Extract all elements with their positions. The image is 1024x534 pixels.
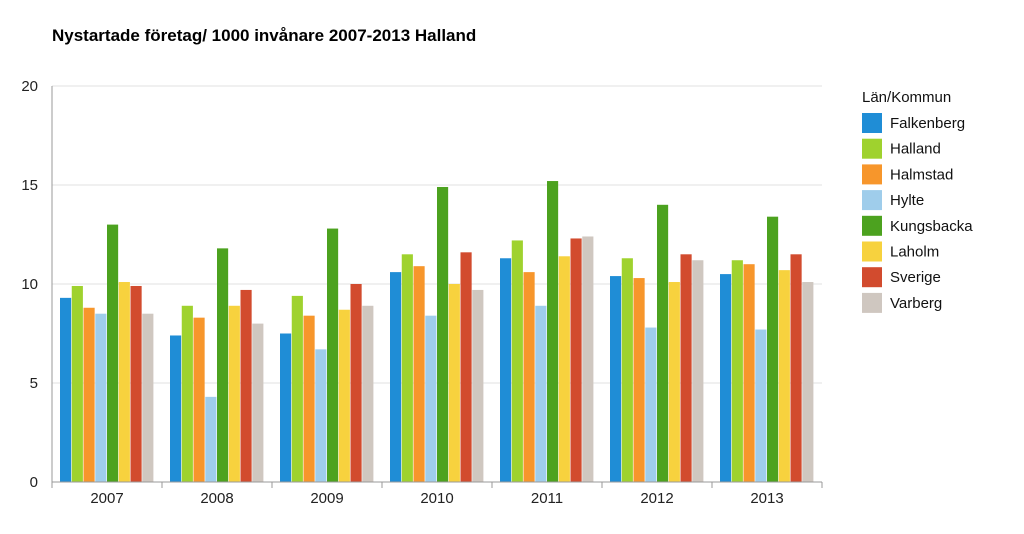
- bar-sverige-2011: [570, 238, 582, 482]
- legend-swatch: [862, 215, 882, 236]
- legend-label: Varberg: [890, 295, 942, 312]
- bar-falkenberg-2013: [720, 274, 732, 482]
- chart-title: Nystartade företag/ 1000 invånare 2007-2…: [52, 26, 477, 45]
- bar-sverige-2013: [790, 254, 802, 482]
- bar-halland-2011: [511, 240, 523, 482]
- bar-varberg-2010: [472, 289, 484, 482]
- bar-halmstad-2009: [303, 315, 315, 482]
- bar-kungsbacka-2008: [217, 248, 229, 482]
- x-tick-label: 2008: [200, 490, 233, 507]
- bar-falkenberg-2010: [390, 272, 402, 482]
- legend-label: Laholm: [890, 244, 939, 261]
- bar-halmstad-2008: [193, 317, 205, 482]
- legend-swatch: [862, 292, 882, 313]
- bar-varberg-2013: [802, 282, 814, 482]
- legend-swatch: [862, 190, 882, 211]
- bar-hylte-2007: [95, 313, 107, 482]
- bar-sverige-2012: [680, 254, 692, 482]
- bar-hylte-2013: [755, 329, 767, 482]
- legend-swatch: [862, 241, 882, 262]
- bar-falkenberg-2009: [280, 333, 292, 482]
- bar-varberg-2007: [142, 313, 154, 482]
- x-tick-label: 2007: [90, 490, 123, 507]
- bar-varberg-2008: [252, 323, 264, 482]
- bar-hylte-2010: [425, 315, 437, 482]
- bar-kungsbacka-2012: [657, 204, 669, 483]
- legend-label: Falkenberg: [890, 115, 965, 132]
- y-tick-label: 20: [21, 78, 38, 95]
- legend-label: Sverige: [890, 269, 941, 286]
- bar-kungsbacka-2013: [767, 216, 779, 482]
- legend-swatch: [862, 267, 882, 288]
- bar-laholm-2012: [668, 282, 680, 482]
- legend-label: Halmstad: [890, 166, 953, 183]
- bar-sverige-2010: [460, 252, 472, 482]
- bar-halmstad-2012: [633, 278, 645, 482]
- bar-hylte-2009: [315, 349, 327, 482]
- bar-halland-2013: [731, 260, 743, 482]
- bar-halland-2010: [401, 254, 413, 482]
- bar-laholm-2008: [228, 305, 240, 482]
- legend-swatch: [862, 164, 882, 185]
- bar-sverige-2007: [130, 285, 142, 482]
- y-tick-label: 15: [21, 177, 38, 194]
- legend-label: Kungsbacka: [890, 218, 973, 235]
- x-tick-label: 2010: [420, 490, 453, 507]
- y-tick-label: 10: [21, 276, 38, 293]
- bar-falkenberg-2007: [60, 297, 72, 482]
- bar-varberg-2009: [362, 305, 374, 482]
- bars: [60, 181, 814, 483]
- y-tick-label: 0: [30, 474, 38, 491]
- bar-laholm-2013: [778, 270, 790, 482]
- bar-kungsbacka-2007: [107, 224, 119, 482]
- legend-label: Halland: [890, 141, 941, 158]
- bar-hylte-2011: [535, 305, 547, 482]
- legend-swatch: [862, 113, 882, 133]
- bar-halland-2007: [71, 285, 83, 482]
- x-tick-label: 2013: [750, 490, 783, 507]
- bar-kungsbacka-2011: [547, 181, 559, 483]
- bar-laholm-2011: [558, 256, 570, 482]
- axes: 0 5 10 15 20 2007 2008 2009 2010 2011 2012 2013: [21, 78, 823, 507]
- x-tick-label: 2011: [531, 490, 563, 507]
- bar-kungsbacka-2009: [327, 228, 339, 482]
- legend-title: Län/Kommun: [862, 89, 951, 106]
- bar-hylte-2012: [645, 327, 657, 482]
- bar-laholm-2009: [338, 309, 350, 482]
- bar-varberg-2011: [582, 236, 594, 482]
- bar-varberg-2012: [692, 260, 704, 482]
- x-tick-label: 2009: [310, 490, 343, 507]
- y-tick-label: 5: [30, 375, 38, 392]
- bar-falkenberg-2011: [500, 258, 512, 482]
- bar-hylte-2008: [205, 396, 217, 482]
- bar-sverige-2008: [240, 289, 252, 482]
- bar-kungsbacka-2010: [437, 186, 449, 483]
- bar-sverige-2009: [350, 284, 362, 482]
- bar-halmstad-2011: [523, 272, 535, 482]
- bar-halmstad-2007: [83, 307, 95, 482]
- x-tick-label: 2012: [640, 490, 673, 507]
- bar-halmstad-2010: [413, 266, 425, 482]
- legend-label: Hylte: [890, 192, 924, 209]
- bar-halland-2012: [621, 258, 633, 482]
- bar-laholm-2007: [118, 282, 130, 482]
- bar-falkenberg-2012: [610, 276, 622, 482]
- bar-falkenberg-2008: [170, 335, 182, 482]
- bar-halland-2009: [291, 295, 303, 482]
- bar-halmstad-2013: [743, 264, 755, 482]
- legend: Län/Kommun Falkenberg Halland Halmstad Hylte…: [862, 89, 973, 313]
- bar-halland-2008: [181, 305, 193, 482]
- legend-swatch: [862, 138, 882, 159]
- bar-laholm-2010: [448, 284, 460, 482]
